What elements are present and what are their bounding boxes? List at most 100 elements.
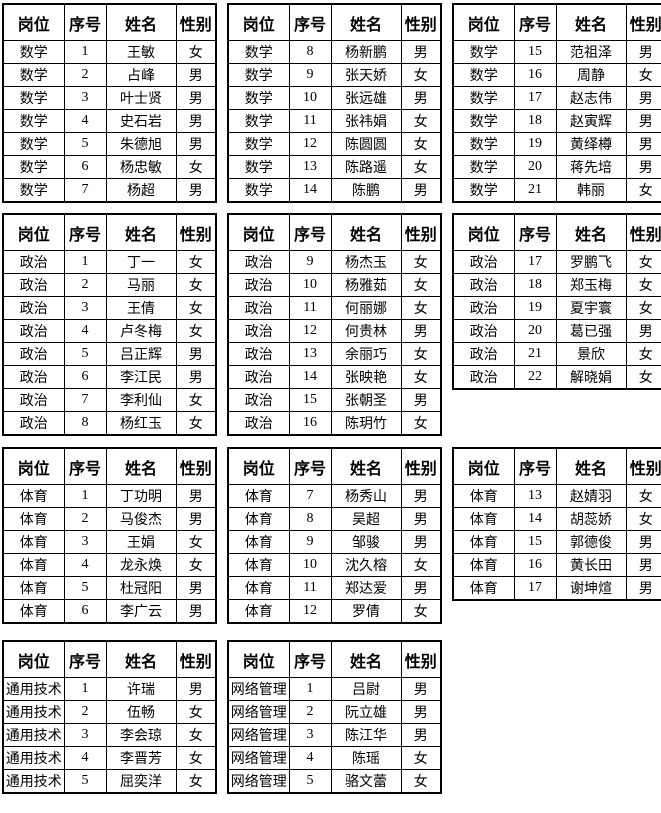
name-cell: 李会琼 — [105, 723, 177, 747]
name-cell: 赵婧羽 — [555, 484, 627, 508]
position-cell: 政治 — [227, 250, 290, 274]
table-row: 数学 15 范祖泽男 — [452, 40, 661, 64]
gender-cell: 女 — [175, 296, 217, 320]
position-cell: 数学 — [452, 178, 515, 203]
gender-cell: 女 — [400, 599, 442, 624]
gender-cell: 女 — [400, 411, 442, 436]
gender-cell: 男 — [175, 132, 217, 156]
position-cell: 体育 — [227, 530, 290, 554]
index-cell: 9 — [288, 250, 332, 274]
position-cell: 政治 — [227, 411, 290, 436]
header-cell-name: 姓名 — [555, 447, 627, 485]
table-row: 体育 13 赵婧羽女 — [452, 484, 661, 508]
name-cell: 罗鹏飞 — [555, 250, 627, 274]
header-cell-index: 序号 — [513, 447, 557, 485]
gender-cell: 男 — [400, 576, 442, 600]
header-cell-name: 姓名 — [105, 3, 177, 41]
index-cell: 10 — [288, 553, 332, 577]
position-cell: 数学 — [227, 40, 290, 64]
table-row: 数学 20 蒋先培男 — [452, 155, 661, 179]
index-cell: 1 — [63, 677, 107, 701]
index-cell: 2 — [63, 507, 107, 531]
position-cell: 数学 — [2, 132, 65, 156]
gender-cell: 女 — [175, 530, 217, 554]
gender-cell: 男 — [625, 86, 661, 110]
gender-cell: 女 — [400, 155, 442, 179]
roster-table-pe-1: 岗位 序号 姓名 性别 体育 1 丁功明男体育 2 马俊杰男体育 3 王娟女体育 4 龙永焕女体育 5 杜冠… — [2, 447, 217, 624]
index-cell: 11 — [288, 109, 332, 133]
table-row: 通用技术 5 屈奕洋女 — [2, 769, 217, 794]
position-cell: 政治 — [227, 342, 290, 366]
index-cell: 4 — [63, 109, 107, 133]
table-group-row-3: 岗位 序号 姓名 性别 体育 1 丁功明男体育 2 马俊杰男体育 3 王娟女体育 4 龙永焕女体育 5 杜冠… — [2, 447, 661, 624]
gender-cell: 男 — [400, 507, 442, 531]
index-cell: 5 — [63, 576, 107, 600]
position-cell: 网络管理 — [227, 769, 290, 794]
table-row: 政治 1 丁一女 — [2, 250, 217, 274]
header-cell-position: 岗位 — [227, 3, 290, 41]
gender-cell: 女 — [175, 388, 217, 412]
index-cell: 18 — [513, 273, 557, 297]
index-cell: 16 — [513, 553, 557, 577]
index-cell: 2 — [63, 273, 107, 297]
position-cell: 体育 — [227, 599, 290, 624]
index-cell: 16 — [513, 63, 557, 87]
name-cell: 沈久榕 — [330, 553, 402, 577]
position-cell: 体育 — [2, 553, 65, 577]
position-cell: 政治 — [2, 388, 65, 412]
header-cell-name: 姓名 — [105, 447, 177, 485]
gender-cell: 女 — [400, 769, 442, 794]
index-cell: 4 — [288, 746, 332, 770]
position-cell: 通用技术 — [2, 746, 65, 770]
table-row: 体育 15 郭德俊男 — [452, 530, 661, 554]
header-cell-index: 序号 — [63, 3, 107, 41]
table-row: 通用技术 1 许瑞男 — [2, 677, 217, 701]
name-cell: 郑玉梅 — [555, 273, 627, 297]
position-cell: 政治 — [2, 342, 65, 366]
gender-cell: 男 — [400, 530, 442, 554]
gender-cell: 女 — [625, 178, 661, 203]
table-row: 政治 10 杨雅茹女 — [227, 273, 442, 297]
index-cell: 11 — [288, 296, 332, 320]
table-row: 网络管理 3 陈江华男 — [227, 723, 442, 747]
position-cell: 政治 — [227, 319, 290, 343]
gender-cell: 女 — [625, 507, 661, 531]
roster-table-pe-2: 岗位 序号 姓名 性别 体育 7 杨秀山男体育 8 吴超男体育 9 邹骏男体育 10 沈久榕女体育 11 郑… — [227, 447, 442, 624]
index-cell: 5 — [63, 769, 107, 794]
index-cell: 21 — [513, 178, 557, 203]
roster-table-politics-3: 岗位 序号 姓名 性别 政治 17 罗鹏飞女政治 18 郑玉梅女政治 19 夏宇寰女政治 20 葛已强男… — [452, 213, 661, 390]
gender-cell: 女 — [625, 342, 661, 366]
name-cell: 李利仙 — [105, 388, 177, 412]
gender-cell: 男 — [175, 342, 217, 366]
index-cell: 21 — [513, 342, 557, 366]
table-row: 政治 18 郑玉梅女 — [452, 273, 661, 297]
index-cell: 14 — [513, 507, 557, 531]
position-cell: 体育 — [452, 530, 515, 554]
name-cell: 胡蕊娇 — [555, 507, 627, 531]
index-cell: 10 — [288, 273, 332, 297]
index-cell: 4 — [63, 319, 107, 343]
name-cell: 吕尉 — [330, 677, 402, 701]
name-cell: 张祎娟 — [330, 109, 402, 133]
index-cell: 15 — [513, 530, 557, 554]
table-group-row-2: 岗位 序号 姓名 性别 政治 1 丁一女政治 2 马丽女政治 3 王倩女政治 4 卢冬梅女政治 5 吕正辉男… — [2, 213, 661, 436]
header-row: 岗位 序号 姓名 性别 — [227, 447, 442, 485]
header-row: 岗位 序号 姓名 性别 — [2, 213, 217, 251]
position-cell: 数学 — [2, 63, 65, 87]
gender-cell: 男 — [400, 484, 442, 508]
table-row: 政治 12 何贵林男 — [227, 319, 442, 343]
table-row: 体育 1 丁功明男 — [2, 484, 217, 508]
index-cell: 6 — [63, 155, 107, 179]
table-row: 政治 7 李利仙女 — [2, 388, 217, 412]
position-cell: 数学 — [2, 155, 65, 179]
table-row: 政治 16 陈玥竹女 — [227, 411, 442, 436]
gender-cell: 男 — [625, 155, 661, 179]
gender-cell: 女 — [400, 132, 442, 156]
index-cell: 8 — [288, 507, 332, 531]
gender-cell: 男 — [175, 365, 217, 389]
position-cell: 政治 — [2, 319, 65, 343]
name-cell: 杨秀山 — [330, 484, 402, 508]
position-cell: 政治 — [227, 273, 290, 297]
index-cell: 1 — [288, 677, 332, 701]
position-cell: 体育 — [2, 576, 65, 600]
